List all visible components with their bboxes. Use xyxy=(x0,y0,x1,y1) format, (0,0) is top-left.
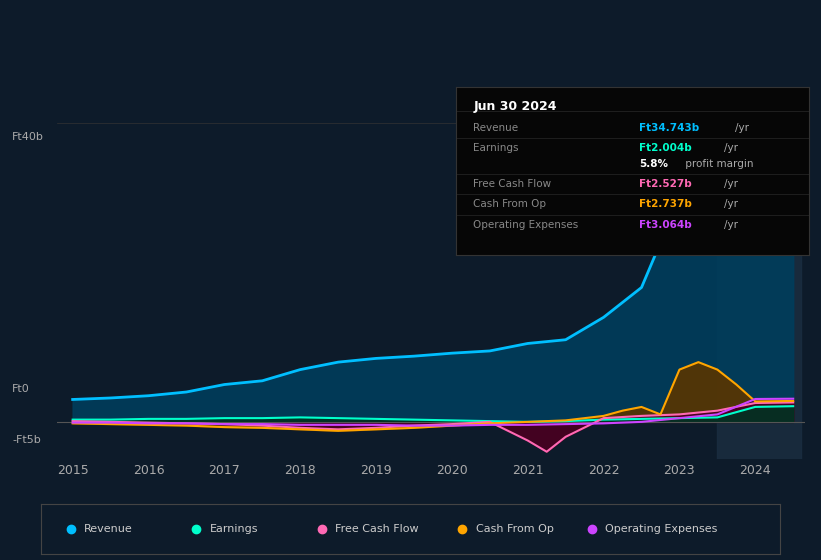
Text: Jun 30 2024: Jun 30 2024 xyxy=(474,100,557,113)
Text: Revenue: Revenue xyxy=(84,524,133,534)
Text: Ft2.527b: Ft2.527b xyxy=(640,179,692,189)
Text: Ft2.737b: Ft2.737b xyxy=(640,199,692,209)
Text: Operating Expenses: Operating Expenses xyxy=(605,524,718,534)
Text: Cash From Op: Cash From Op xyxy=(475,524,553,534)
Text: Earnings: Earnings xyxy=(209,524,258,534)
Text: profit margin: profit margin xyxy=(681,160,753,170)
Text: Revenue: Revenue xyxy=(474,123,518,133)
Text: /yr: /yr xyxy=(724,199,738,209)
Text: Ft34.743b: Ft34.743b xyxy=(640,123,699,133)
Text: /yr: /yr xyxy=(724,143,738,153)
Text: Free Cash Flow: Free Cash Flow xyxy=(335,524,419,534)
Text: Operating Expenses: Operating Expenses xyxy=(474,221,579,230)
Text: Ft0: Ft0 xyxy=(12,384,30,394)
Text: Cash From Op: Cash From Op xyxy=(474,199,546,209)
Bar xyxy=(718,123,800,459)
Text: Earnings: Earnings xyxy=(474,143,519,153)
Text: Free Cash Flow: Free Cash Flow xyxy=(474,179,552,189)
Text: -Ft5b: -Ft5b xyxy=(12,435,41,445)
Text: Ft3.064b: Ft3.064b xyxy=(640,221,692,230)
Text: /yr: /yr xyxy=(724,221,738,230)
Text: /yr: /yr xyxy=(724,179,738,189)
Text: Ft2.004b: Ft2.004b xyxy=(640,143,692,153)
Text: /yr: /yr xyxy=(735,123,749,133)
Text: 5.8%: 5.8% xyxy=(640,160,668,170)
Text: Ft40b: Ft40b xyxy=(12,132,44,142)
